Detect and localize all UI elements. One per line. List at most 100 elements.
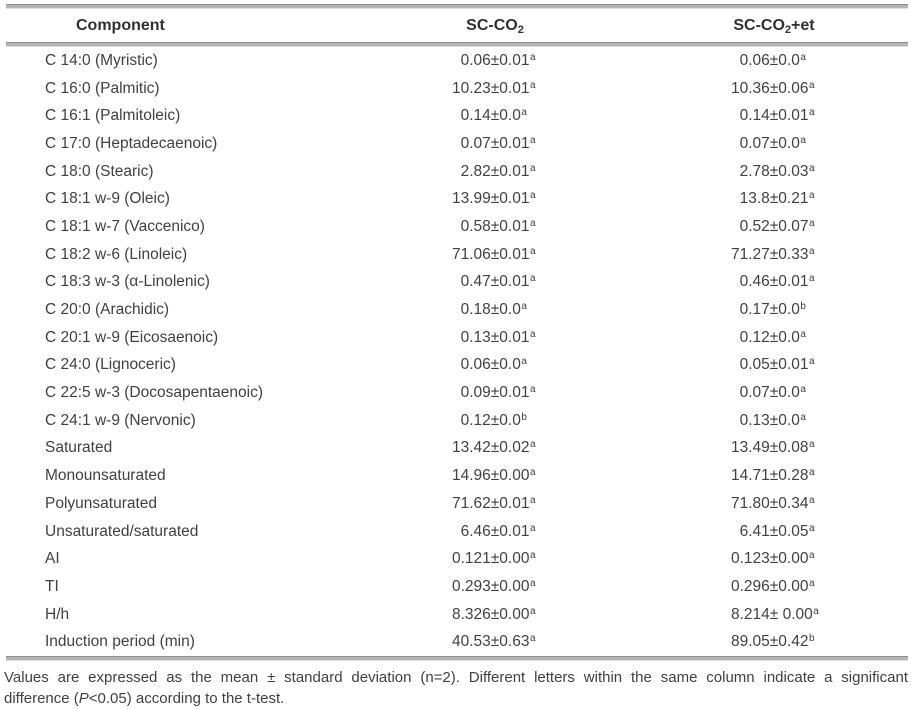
significance-letter: a bbox=[808, 217, 815, 229]
value-sd-group: 0.0a bbox=[778, 384, 888, 402]
value-cell-sc-co2: 40.53 ±0.63a bbox=[330, 633, 660, 651]
value-sd-group: 0.0a bbox=[499, 356, 660, 374]
value-sd-group: 0.00a bbox=[499, 467, 660, 485]
plus-minus-sign: ± bbox=[490, 301, 500, 319]
significance-letter: a bbox=[529, 245, 536, 257]
value-sd-group: 0.01a bbox=[499, 52, 660, 70]
table-row: C 14:0 (Myristic) 0.06 ±0.01a 0.06 ±0.0a bbox=[0, 47, 918, 75]
plus-minus-sign: ± bbox=[490, 356, 500, 374]
value-mean: 0.121 bbox=[451, 550, 491, 568]
sc-co2-subscript: 2 bbox=[517, 23, 524, 36]
value-sd: 0.63 bbox=[499, 633, 530, 651]
significance-letter: a bbox=[529, 633, 536, 645]
value-sd-group: 0.0a bbox=[778, 329, 888, 347]
value-cell-sc-co2: 0.09 ±0.01a bbox=[330, 384, 660, 402]
plus-minus-sign: ± bbox=[769, 245, 779, 263]
significance-letter: a bbox=[529, 190, 536, 202]
footnote-p-italic: P bbox=[78, 690, 89, 708]
value-sd-group: 0.07a bbox=[778, 218, 888, 236]
significance-letter: b bbox=[521, 411, 527, 423]
table-row: C 16:1 (Palmitoleic) 0.14 ±0.0a 0.14 ±0.01a bbox=[0, 102, 918, 130]
plus-minus-sign: ± bbox=[769, 162, 779, 180]
column-header-component-label: Component bbox=[76, 16, 165, 34]
plus-minus-sign: ± bbox=[490, 633, 500, 651]
significance-letter: a bbox=[521, 356, 527, 368]
value-sd-group: 0.05a bbox=[778, 523, 888, 541]
value-mean: 89.05 bbox=[730, 633, 770, 651]
value-sd: 0.08 bbox=[778, 439, 809, 457]
plus-minus-sign: ± bbox=[490, 217, 500, 235]
value-sd-group: 0.01a bbox=[499, 523, 660, 541]
value-mean: 0.12 bbox=[739, 328, 770, 346]
component-cell: C 18:1 w-7 (Vaccenico) bbox=[45, 217, 205, 235]
significance-letter: a bbox=[800, 384, 806, 396]
significance-letter: a bbox=[808, 245, 815, 257]
value-sd: 0.01 bbox=[778, 356, 809, 374]
value-sd: 0.0 bbox=[778, 384, 800, 402]
component-cell: C 16:0 (Palmitic) bbox=[45, 79, 160, 97]
plus-minus-sign: ± bbox=[769, 51, 779, 69]
plus-minus-sign: ± bbox=[769, 273, 779, 291]
plus-minus-sign: ± bbox=[490, 162, 500, 180]
component-cell: C 24:1 w-9 (Nervonic) bbox=[45, 411, 196, 429]
value-cell-sc-co2: 0.13 ±0.01a bbox=[330, 329, 660, 347]
value-sd-group: 0.63a bbox=[499, 633, 660, 651]
value-sd-group: 0.01a bbox=[499, 384, 660, 402]
value-mean: 71.62 bbox=[451, 494, 491, 512]
significance-letter: b bbox=[800, 301, 806, 313]
component-cell: C 18:1 w-9 (Oleic) bbox=[45, 190, 170, 208]
value-sd-group: 0.01a bbox=[499, 163, 660, 181]
value-cell-sc-co2-et: 2.78 ±0.03a bbox=[660, 163, 918, 181]
table-row: TI 0.293 ±0.00a 0.296 ±0.00a bbox=[0, 573, 918, 601]
significance-letter: b bbox=[808, 633, 815, 645]
component-cell: H/h bbox=[45, 605, 70, 623]
value-mean: 0.58 bbox=[460, 217, 491, 235]
value-sd-group: 0.0a bbox=[778, 412, 888, 430]
value-sd-group: 0.01a bbox=[499, 80, 660, 98]
value-mean: 0.13 bbox=[460, 328, 491, 346]
component-cell: Polyunsaturated bbox=[45, 494, 158, 512]
table-row: C 20:0 (Arachidic) 0.18 ±0.0a 0.17 ±0.0b bbox=[0, 296, 918, 324]
value-mean: 0.47 bbox=[460, 273, 491, 291]
value-mean: 0.123 bbox=[730, 550, 770, 568]
component-cell: Unsaturated/saturated bbox=[45, 522, 199, 540]
value-mean: 2.78 bbox=[739, 162, 770, 180]
significance-letter: a bbox=[529, 577, 536, 589]
value-cell-sc-co2: 0.12 ±0.0b bbox=[330, 412, 660, 430]
value-sd: 0.01 bbox=[499, 51, 530, 69]
value-sd-group: 0.01a bbox=[499, 495, 660, 513]
plus-minus-sign: ± bbox=[769, 384, 779, 402]
plus-minus-sign: ± bbox=[769, 217, 779, 235]
plus-minus-sign: ± bbox=[769, 467, 779, 485]
component-cell: C 22:5 w-3 (Docosapentaenoic) bbox=[45, 384, 263, 402]
significance-letter: a bbox=[813, 605, 819, 617]
plus-minus-sign: ± bbox=[769, 411, 779, 429]
value-mean: 0.06 bbox=[460, 51, 491, 69]
table-row: C 20:1 w-9 (Eicosaenoic) 0.13 ±0.01a 0.12 ±0… bbox=[0, 324, 918, 352]
value-cell-sc-co2-et: 71.80 ±0.34a bbox=[660, 495, 918, 513]
plus-minus-sign: ± bbox=[490, 384, 500, 402]
value-cell-sc-co2: 6.46 ±0.01a bbox=[330, 523, 660, 541]
value-sd-group: 0.01a bbox=[778, 356, 888, 374]
value-mean: 6.41 bbox=[739, 522, 770, 540]
component-cell: C 20:1 w-9 (Eicosaenoic) bbox=[45, 328, 219, 346]
value-cell-sc-co2: 0.121 ±0.00a bbox=[330, 550, 660, 568]
value-mean: 0.07 bbox=[739, 384, 770, 402]
footnote-line-1: Values are expressed as the mean ± stand… bbox=[4, 669, 908, 687]
footnote-line-2-pre: difference ( bbox=[4, 690, 79, 708]
column-header-sc-co2: SC-CO2 bbox=[330, 17, 660, 36]
column-header-component: Component bbox=[0, 17, 330, 35]
value-sd: 0.01 bbox=[499, 162, 530, 180]
value-sd-group: 0.01a bbox=[499, 273, 660, 291]
value-sd: 0.01 bbox=[499, 79, 530, 97]
value-sd: 0.01 bbox=[499, 522, 530, 540]
value-cell-sc-co2-et: 13.8 ±0.21a bbox=[660, 190, 918, 208]
value-cell-sc-co2-et: 13.49 ±0.08a bbox=[660, 439, 918, 457]
value-sd: 0.0 bbox=[499, 107, 521, 125]
value-mean: 0.09 bbox=[460, 384, 491, 402]
table-row: C 18:2 w-6 (Linoleic) 71.06 ±0.01a 71.27 ±0.… bbox=[0, 241, 918, 269]
component-cell: C 16:1 (Palmitoleic) bbox=[45, 107, 181, 125]
value-mean: 0.293 bbox=[451, 577, 491, 595]
plus-minus-sign: ± bbox=[769, 79, 779, 97]
